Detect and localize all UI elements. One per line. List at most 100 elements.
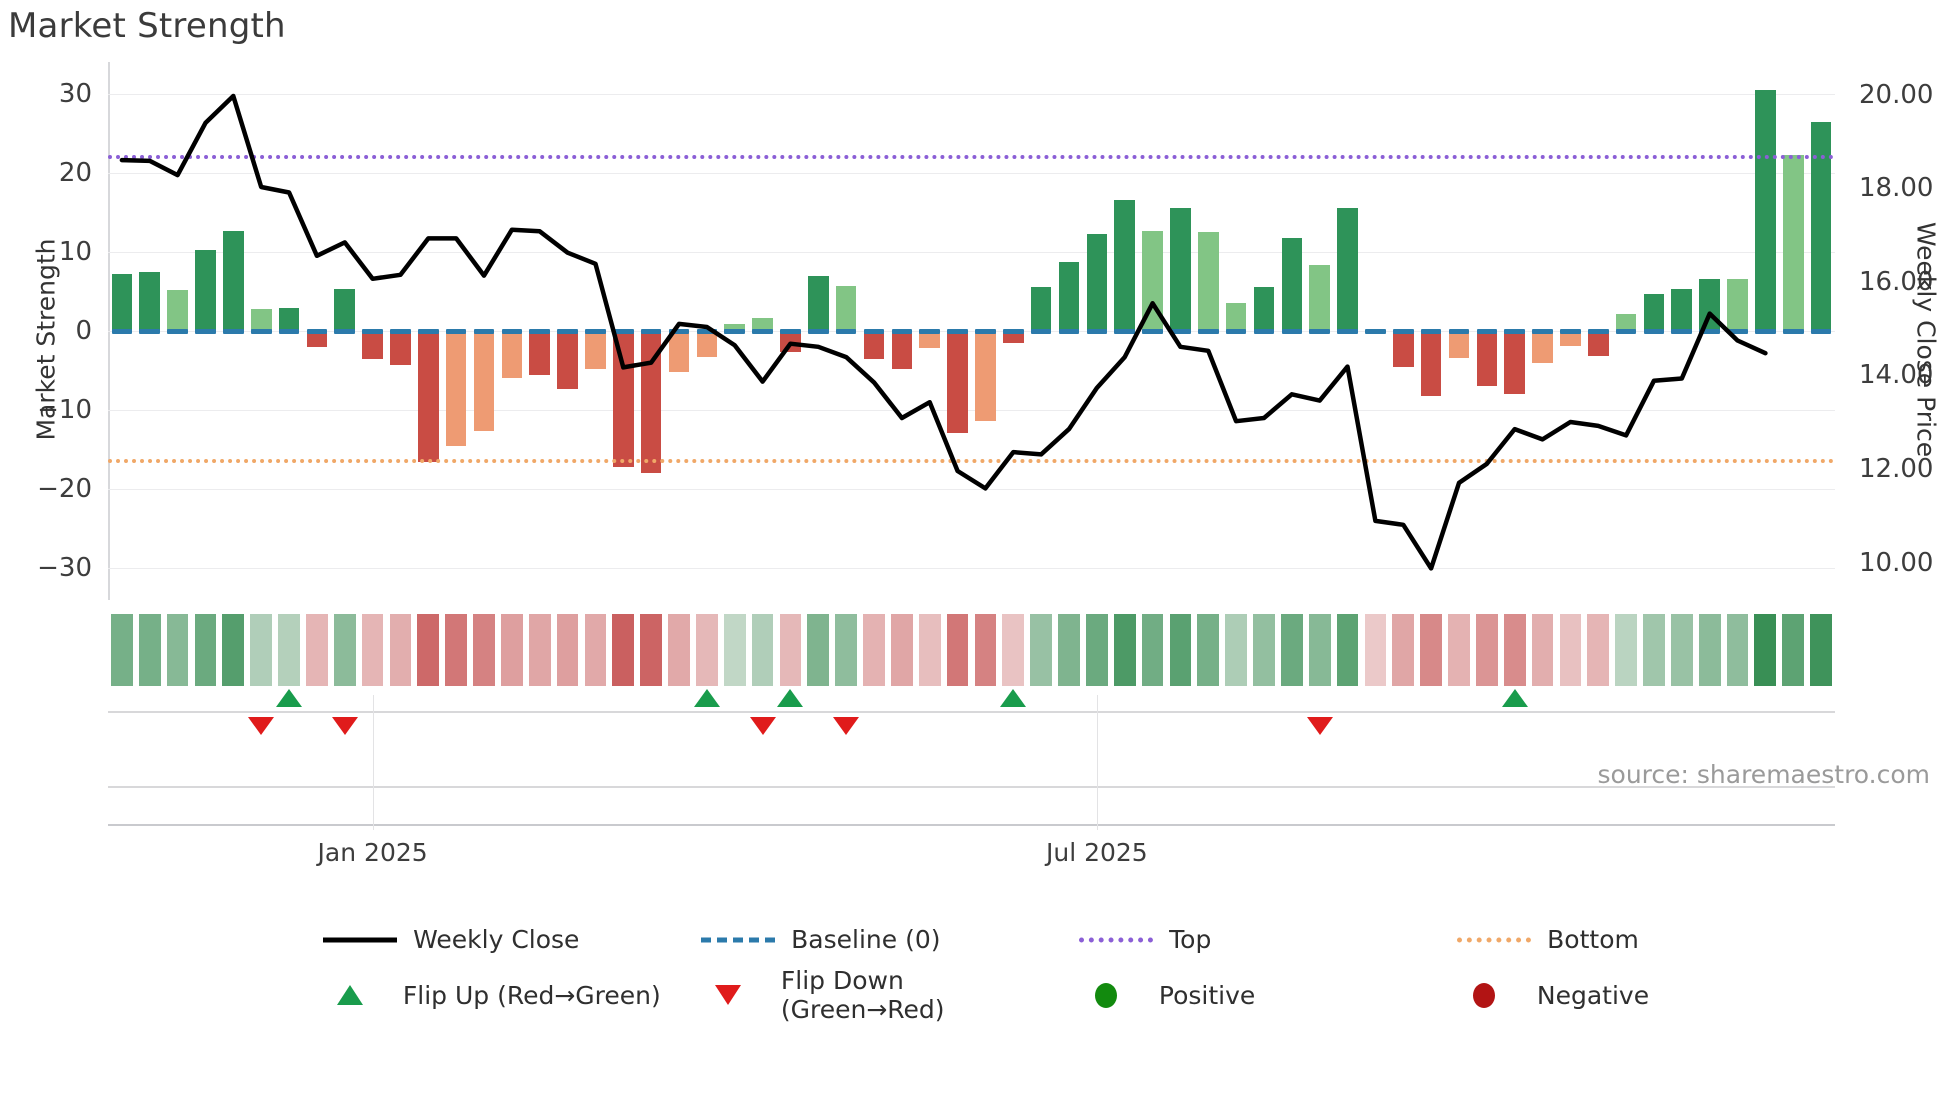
heat-cell [1643, 614, 1665, 686]
flip-up-marker [1501, 689, 1528, 707]
baseline-segment [1142, 329, 1163, 334]
market-strength-bar [278, 308, 300, 331]
heat-cell [1531, 614, 1554, 686]
x-axis-tick: Jan 2025 [317, 838, 428, 867]
market-strength-bar [668, 331, 690, 373]
legend-item[interactable]: Weekly Close [321, 925, 699, 954]
baseline-segment [1782, 329, 1804, 334]
flip-up-marker [276, 689, 303, 707]
heat-cell [417, 614, 440, 686]
market-strength-bar [1671, 289, 1693, 331]
heat-cell [974, 614, 997, 686]
heat-cell [1754, 614, 1777, 686]
legend-label: Bottom [1547, 925, 1639, 954]
heat-cell [1698, 614, 1721, 686]
baseline-segment [835, 329, 857, 334]
baseline-segment [390, 329, 411, 334]
top-dotted-icon [1077, 927, 1155, 953]
baseline-segment [473, 329, 495, 334]
baseline-segment [1058, 329, 1080, 334]
gridline [108, 410, 1835, 412]
market-strength-bar [696, 331, 718, 358]
legend-item[interactable]: Top [1077, 925, 1455, 954]
market-strength-bar [1420, 331, 1442, 396]
legend-row: Flip Up (Red→Green) Flip Down (Green→Red)… [0, 966, 1960, 1024]
marker-row-divider [108, 786, 1835, 788]
baseline-segment [362, 329, 383, 334]
legend-label: Positive [1158, 980, 1256, 1010]
baseline-segment [195, 329, 216, 334]
market-strength-bar [975, 331, 996, 422]
baseline-segment [1420, 329, 1442, 334]
market-strength-bar [195, 250, 216, 331]
legend-item[interactable]: Bottom [1455, 925, 1639, 954]
heat-cell [361, 614, 384, 686]
market-strength-bar [306, 331, 328, 347]
legend-label: Weekly Close [413, 925, 580, 954]
heat-cell [445, 614, 468, 686]
heat-cell [278, 614, 300, 686]
heat-cell [138, 614, 161, 686]
heat-cell [1141, 614, 1164, 686]
market-strength-bar [1476, 331, 1498, 386]
baseline-segment [1671, 329, 1693, 334]
y-axis-left-tick: −20 [37, 474, 92, 505]
bottom-dotted-icon [1455, 927, 1533, 953]
y-axis-right-tick: 18.00 [1859, 173, 1934, 204]
gridline [108, 489, 1835, 491]
market-strength-bar [418, 331, 439, 463]
heat-cell [779, 614, 802, 686]
heat-cell [640, 614, 663, 686]
market-strength-bar [1504, 331, 1525, 394]
y-axis-right-tick: 20.00 [1859, 79, 1934, 110]
heat-cell [807, 614, 830, 686]
market-strength-bar [223, 231, 244, 331]
heat-cell [1420, 614, 1442, 686]
baseline-segment [1030, 329, 1052, 334]
market-strength-bar [891, 331, 913, 369]
top-reference-line [108, 155, 1835, 160]
baseline-segment [1504, 329, 1525, 334]
market-strength-bar [1337, 207, 1358, 331]
heat-cell [194, 614, 217, 686]
legend-item[interactable]: Negative [1445, 981, 1649, 1010]
baseline-segment [1086, 329, 1108, 334]
legend-item[interactable]: Positive [1067, 981, 1445, 1010]
heat-cell [1169, 614, 1192, 686]
x-axis-spine [108, 824, 1835, 826]
heat-cell [1587, 614, 1610, 686]
baseline-segment [1755, 329, 1776, 334]
market-strength-bar [835, 285, 857, 331]
baseline-segment [1448, 329, 1470, 334]
legend-item[interactable]: Baseline (0) [699, 925, 1077, 954]
market-strength-bar [390, 331, 411, 366]
heat-cell [918, 614, 941, 686]
baseline-segment [223, 329, 244, 334]
baseline-dash-icon [699, 927, 777, 953]
legend-item[interactable]: Flip Down (Green→Red) [689, 966, 1067, 1024]
heat-cell [501, 614, 523, 686]
legend-item[interactable]: Flip Up (Red→Green) [311, 981, 689, 1010]
market-strength-bar [1142, 231, 1163, 331]
baseline-segment [1392, 329, 1414, 334]
page-title: Market Strength [8, 6, 286, 46]
baseline-segment [501, 329, 523, 334]
market-strength-bar [1086, 234, 1108, 331]
gridline [108, 172, 1835, 174]
heat-cell [668, 614, 690, 686]
market-strength-bar [1615, 314, 1637, 331]
market-strength-bar [1281, 237, 1303, 331]
heat-cell [751, 614, 774, 686]
baseline-segment [1225, 329, 1247, 334]
legend-label: Negative [1536, 980, 1650, 1010]
bottom-reference-line [108, 459, 1835, 464]
market-strength-bar [1755, 89, 1776, 331]
source-caption: source: sharemaestro.com [1597, 760, 1931, 789]
y-axis-left-tick: 20 [58, 157, 92, 188]
market-strength-bar [1587, 331, 1609, 357]
market-strength-bar [724, 323, 746, 331]
x-tick-line [372, 695, 375, 830]
market-strength-bar [947, 331, 968, 434]
baseline-segment [334, 329, 356, 334]
baseline-segment [1727, 329, 1748, 334]
